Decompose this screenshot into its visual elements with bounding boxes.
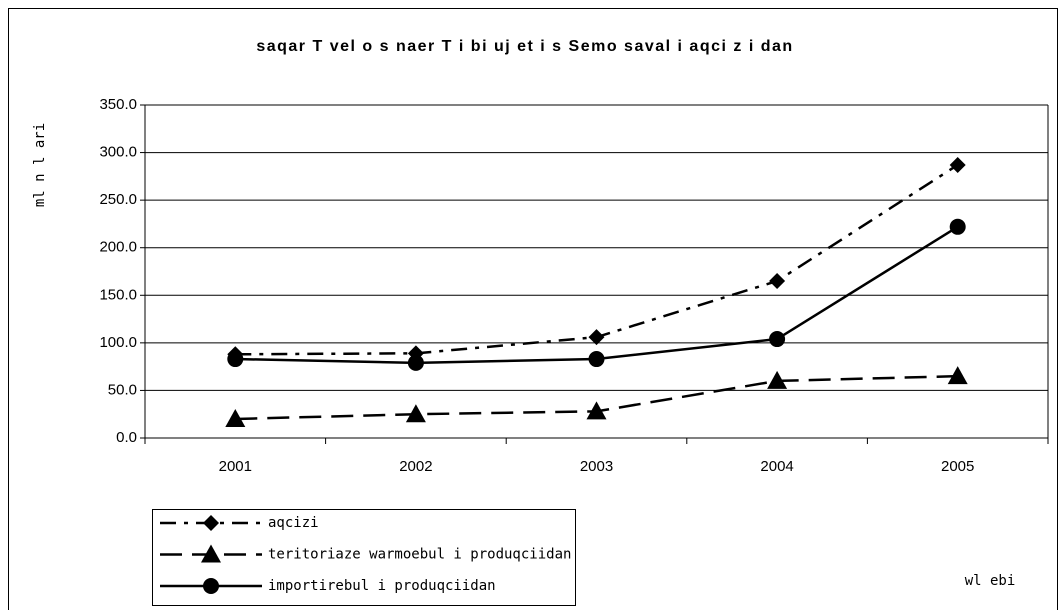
marker-triangle bbox=[225, 408, 246, 427]
marker-circle bbox=[949, 218, 966, 235]
marker-triangle bbox=[201, 544, 221, 563]
marker-triangle bbox=[405, 404, 426, 423]
x-tick-label: 2003 bbox=[580, 458, 613, 475]
marker-diamond bbox=[949, 156, 966, 173]
y-tick-label: 0.0 bbox=[116, 429, 137, 446]
y-tick-label: 250.0 bbox=[99, 191, 137, 208]
marker-circle bbox=[227, 351, 244, 368]
x-tick-label: 2002 bbox=[399, 458, 432, 475]
marker-triangle bbox=[586, 401, 607, 420]
legend-box bbox=[152, 509, 576, 606]
legend-label: aqcizi bbox=[268, 515, 319, 531]
y-tick-label: 150.0 bbox=[99, 286, 137, 303]
y-tick-label: 200.0 bbox=[99, 239, 137, 256]
x-tick-label: 2001 bbox=[219, 458, 252, 475]
legend-label: importirebul i produqciidan bbox=[268, 578, 496, 594]
marker-triangle bbox=[767, 370, 788, 389]
chart-frame bbox=[8, 8, 1058, 610]
x-tick-label: 2004 bbox=[760, 458, 793, 475]
x-axis-label: wl ebi bbox=[965, 573, 1016, 589]
y-tick-label: 350.0 bbox=[99, 96, 137, 113]
marker-diamond bbox=[203, 515, 219, 531]
series-line bbox=[235, 163, 959, 356]
y-tick-label: 300.0 bbox=[99, 144, 137, 161]
marker-circle bbox=[769, 331, 786, 348]
y-tick-label: 50.0 bbox=[108, 381, 137, 398]
marker-circle bbox=[588, 351, 605, 368]
marker-circle bbox=[203, 578, 219, 594]
chart-title: saqar T vel o s naer T i bi uj et i s Se… bbox=[256, 38, 793, 55]
marker-diamond bbox=[588, 329, 605, 346]
legend-label: teritoriaze warmoebul i produqciidan bbox=[268, 547, 571, 563]
x-tick-label: 2005 bbox=[941, 458, 974, 475]
marker-diamond bbox=[769, 273, 786, 290]
y-axis-label: ml n l ari bbox=[32, 123, 48, 207]
marker-circle bbox=[407, 354, 424, 371]
y-tick-label: 100.0 bbox=[99, 334, 137, 351]
marker-triangle bbox=[947, 366, 968, 385]
